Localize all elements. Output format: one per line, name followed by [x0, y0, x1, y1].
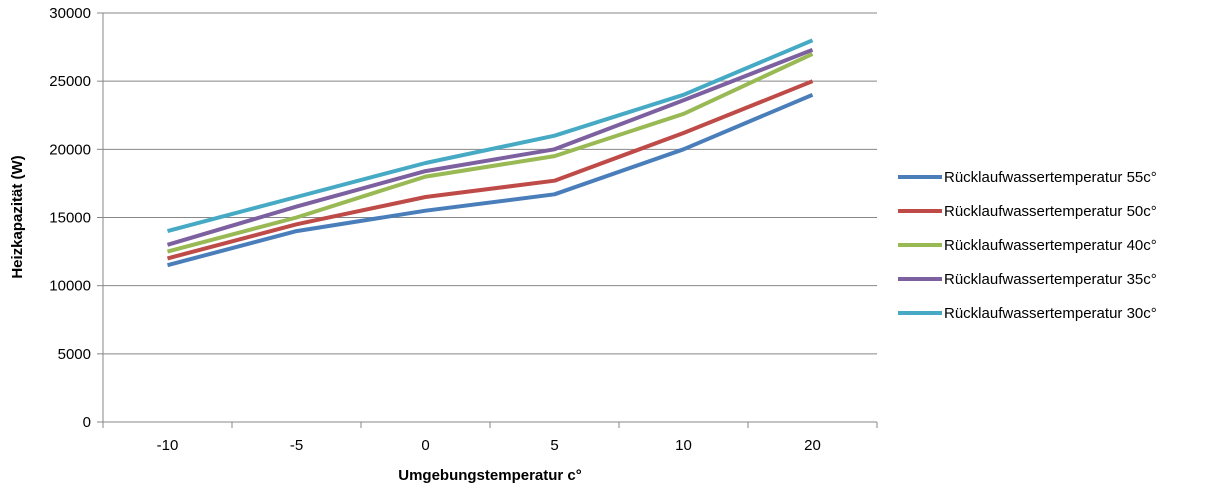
legend-label: Rücklaufwassertemperatur 55c°	[944, 169, 1157, 186]
x-axis-title: Umgebungstemperatur c°	[398, 467, 582, 484]
y-tick-label: 10000	[49, 278, 91, 295]
x-tick-label: 0	[421, 437, 429, 454]
series-line-2	[166, 79, 814, 261]
x-tick-label: -5	[290, 437, 303, 454]
series-line-1	[166, 92, 814, 268]
legend-label: Rücklaufwassertemperatur 40c°	[944, 237, 1157, 254]
axes: 0 5000 10000 15000 20000 25000 30000 -10 -5 0 5 10 2…	[49, 5, 878, 454]
legend-label: Rücklaufwassertemperatur 50c°	[944, 203, 1157, 220]
x-tick-label: 10	[675, 437, 692, 454]
series-lines	[166, 38, 814, 268]
y-tick-label: 15000	[49, 210, 91, 227]
x-tick-label: 20	[804, 437, 821, 454]
series-line-3	[166, 52, 814, 254]
legend-label: Rücklaufwassertemperatur 35c°	[944, 271, 1157, 288]
gridlines	[103, 12, 877, 355]
y-tick-label: 30000	[49, 5, 91, 22]
legend: Rücklaufwassertemperatur 55c° Rücklaufwas…	[898, 169, 1157, 322]
series-line-5	[166, 38, 814, 234]
y-axis-title: Heizkapazität (W)	[9, 155, 26, 278]
y-tick-label: 25000	[49, 73, 91, 90]
legend-label: Rücklaufwassertemperatur 30c°	[944, 305, 1157, 322]
y-tick-label: 5000	[58, 346, 91, 363]
x-tick-label: -10	[157, 437, 179, 454]
x-tick-label: 5	[550, 437, 558, 454]
y-tick-label: 20000	[49, 141, 91, 158]
series-line-4	[166, 47, 814, 247]
y-tick-label: 0	[83, 414, 91, 431]
